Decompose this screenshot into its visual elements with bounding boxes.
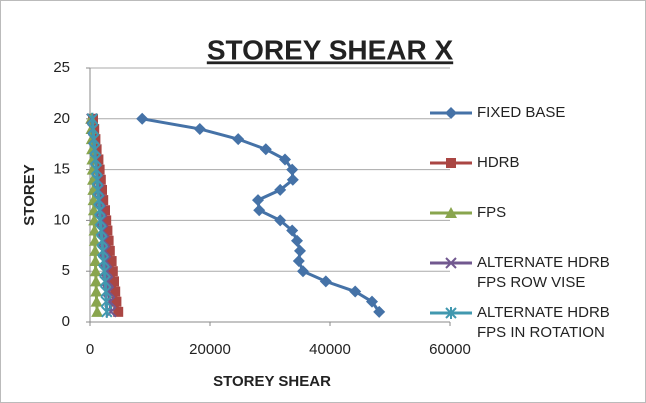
y-tick-label: 10	[53, 211, 70, 228]
marker	[86, 112, 99, 125]
marker	[87, 122, 99, 135]
marker	[98, 195, 109, 206]
marker	[446, 158, 456, 168]
x-axis-label: STOREY SHEAR	[213, 373, 331, 390]
marker	[193, 122, 206, 135]
x-tick-label: 40000	[309, 341, 351, 358]
marker	[286, 224, 299, 237]
marker	[100, 205, 110, 216]
marker	[106, 256, 117, 267]
marker	[292, 255, 305, 268]
marker	[91, 173, 103, 186]
marker	[319, 275, 332, 288]
marker	[98, 265, 111, 278]
marker	[89, 255, 102, 267]
marker	[91, 144, 102, 155]
marker	[88, 133, 100, 146]
marker	[90, 275, 102, 287]
marker	[95, 224, 107, 237]
marker	[100, 285, 112, 298]
chart-title: STOREY SHEAR X	[207, 34, 454, 65]
marker	[103, 235, 114, 246]
marker	[445, 107, 457, 119]
marker	[102, 225, 113, 236]
marker	[104, 245, 115, 256]
marker	[93, 204, 106, 217]
marker	[101, 215, 112, 226]
legend-label: HDRB	[477, 154, 520, 171]
y-tick-label: 20	[53, 110, 70, 127]
marker	[445, 207, 457, 218]
marker	[109, 276, 119, 287]
marker	[89, 153, 102, 166]
x-tick-label: 0	[86, 341, 94, 358]
marker	[110, 286, 121, 297]
y-tick-label: 15	[53, 161, 70, 178]
marker	[97, 255, 110, 268]
marker	[294, 244, 306, 257]
marker	[113, 306, 124, 317]
marker	[232, 133, 245, 146]
marker	[100, 295, 112, 308]
marker	[297, 265, 309, 278]
marker	[96, 244, 109, 257]
marker	[88, 234, 101, 246]
marker	[366, 295, 378, 308]
marker	[89, 143, 101, 156]
x-tick-label: 60000	[429, 341, 471, 358]
marker	[274, 183, 287, 196]
marker	[90, 163, 103, 176]
y-tick-label: 0	[62, 313, 70, 330]
marker	[253, 204, 266, 217]
marker	[93, 154, 104, 165]
marker	[95, 174, 106, 185]
y-tick-label: 5	[62, 262, 70, 279]
marker	[286, 173, 299, 186]
series-line	[141, 117, 381, 313]
marker	[91, 305, 104, 317]
y-tick-label: 25	[53, 59, 70, 76]
marker	[90, 285, 103, 297]
marker	[286, 163, 299, 176]
legend-label: ALTERNATE HDRB FPS ROW VISE	[477, 254, 610, 291]
x-tick-label: 20000	[189, 341, 231, 358]
marker	[89, 244, 102, 256]
legend-label: ALTERNATE HDRB FPS IN ROTATION	[477, 304, 610, 341]
marker	[274, 214, 287, 227]
marker	[373, 305, 386, 318]
marker	[92, 194, 105, 207]
marker	[445, 307, 457, 319]
marker	[94, 164, 105, 175]
marker	[89, 265, 102, 277]
marker	[97, 184, 107, 195]
marker	[92, 183, 104, 196]
marker	[445, 257, 457, 269]
legend-label: FIXED BASE	[477, 104, 566, 121]
marker	[291, 234, 303, 247]
marker	[279, 153, 291, 166]
marker	[252, 194, 264, 207]
marker	[90, 295, 103, 307]
marker	[349, 285, 362, 298]
y-axis-label: STOREY	[21, 164, 38, 225]
marker	[111, 296, 122, 307]
marker	[101, 305, 113, 318]
marker	[99, 275, 111, 288]
legend-label: FPS	[477, 204, 507, 221]
marker	[96, 234, 108, 247]
marker	[259, 143, 272, 156]
marker	[136, 112, 149, 125]
marker	[94, 214, 106, 227]
marker	[107, 266, 118, 277]
